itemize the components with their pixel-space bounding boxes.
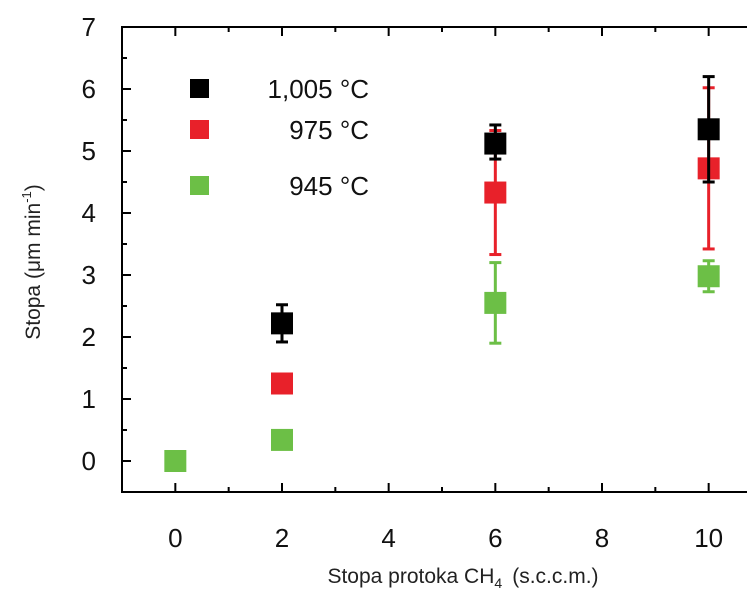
y-tick-label: 2 (82, 322, 96, 352)
data-point (164, 450, 187, 472)
data-point (271, 312, 293, 335)
plot-frame (121, 26, 747, 493)
data-point (484, 132, 507, 155)
legend-label: 975 °C (289, 115, 369, 145)
y-axis-title: Stopa (μm min-1) (19, 184, 45, 340)
legend-swatch (190, 120, 209, 139)
data-point (271, 372, 293, 395)
data-point (697, 265, 720, 288)
x-tick-label: 6 (488, 523, 502, 553)
x-tick-label: 8 (595, 523, 609, 553)
y-tick-label: 1 (82, 384, 96, 414)
x-tick-label: 2 (275, 523, 289, 553)
legend-swatch (190, 176, 209, 195)
y-tick-label: 6 (82, 74, 96, 104)
data-point (484, 181, 507, 204)
y-tick-label: 0 (82, 446, 96, 476)
y-tick-label: 3 (82, 260, 96, 290)
data-marks (164, 75, 720, 472)
data-point (271, 428, 293, 451)
legend-swatch (190, 79, 209, 98)
legend-label: 1,005 °C (268, 74, 369, 104)
y-tick-label: 7 (82, 12, 96, 42)
axis-ticks (121, 26, 710, 492)
y-tick-label: 4 (82, 198, 96, 228)
y-tick-labels: 0 1 2 3 4 5 6 7 (82, 12, 96, 476)
x-tick-label: 0 (168, 523, 182, 553)
x-tick-label: 4 (381, 523, 395, 553)
legend: 1,005 °C 975 °C 945 °C (190, 74, 369, 201)
legend-label: 945 °C (289, 171, 369, 201)
x-tick-labels: 0 2 4 6 8 10 (168, 523, 723, 553)
data-point (484, 291, 507, 314)
data-point (697, 118, 720, 141)
x-tick-label: 10 (694, 523, 723, 553)
x-axis-title: Stopa protoka CH4 (s.c.c.m.) (327, 565, 598, 591)
y-tick-label: 5 (82, 136, 96, 166)
